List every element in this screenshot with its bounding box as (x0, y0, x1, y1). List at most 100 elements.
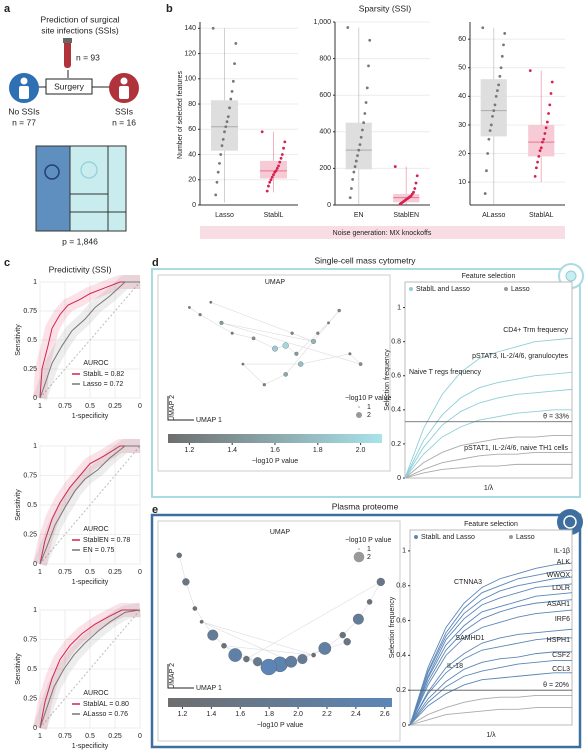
plot-area (409, 529, 573, 726)
point (352, 170, 356, 174)
panel-frame (151, 268, 581, 498)
point (544, 126, 548, 130)
curve (409, 609, 573, 726)
trajectory (221, 322, 361, 365)
x-tick-label: 0.25 (108, 569, 122, 576)
point (364, 101, 368, 104)
step: Surgery (54, 81, 85, 91)
trajectory (201, 621, 292, 662)
y-tick-label: 0.4 (391, 407, 401, 414)
trajectory (300, 353, 350, 365)
y-tick-label: 0.25 (23, 531, 37, 538)
title: Predictivity (SSI) (49, 264, 112, 274)
y-tick-label: 600 (319, 92, 331, 99)
trajectory (210, 302, 293, 334)
y-tick-label: 0.2 (396, 687, 406, 694)
point (367, 64, 370, 68)
point (398, 202, 402, 206)
y-tick-label: 0.2 (391, 441, 401, 448)
trajectory (246, 581, 381, 660)
point (267, 184, 270, 188)
protein-icon (44, 164, 60, 180)
point (547, 112, 550, 115)
legend-marker (504, 287, 508, 291)
y-tick-label: 100 (184, 76, 196, 83)
point (282, 146, 285, 150)
x-tick-label: 0.75 (58, 403, 72, 410)
point (282, 342, 289, 349)
x-tick-label: 0.5 (85, 733, 95, 740)
size-legend-label: 2 (367, 554, 371, 561)
omics-block (69, 145, 109, 195)
size-legend-title: −log10 P value (345, 537, 391, 544)
curve-label: CD4+ Trm frequency (503, 327, 568, 334)
banner-text: Noise generation: MX knockoffs (333, 230, 432, 237)
curve (409, 694, 572, 726)
point (368, 38, 372, 42)
legend-name: Lasso (83, 381, 102, 388)
x-tick-label: 0 (138, 403, 142, 410)
group-label: No SSIs (8, 106, 39, 116)
point (297, 654, 308, 665)
y-axis-label: Sensitivity (15, 489, 22, 521)
trajectory (221, 322, 314, 342)
point (220, 144, 224, 148)
curve (409, 562, 573, 726)
point (223, 130, 226, 134)
point (541, 140, 544, 144)
curve-label: pSTAT1, IL-2/4/6, naive TH1 cells (464, 445, 568, 452)
point (493, 103, 497, 107)
trajectory (317, 322, 329, 334)
point (357, 148, 361, 152)
point (283, 140, 287, 144)
point (351, 177, 355, 181)
point (415, 174, 419, 178)
point (221, 137, 225, 141)
trajectory (185, 581, 196, 609)
point (361, 128, 364, 132)
panel-label: b (166, 3, 173, 15)
y-tick-label: 800 (319, 55, 331, 62)
curve (409, 592, 573, 726)
curve-label: LDLR (552, 585, 570, 592)
y-axis-label: Sensitivity (15, 653, 22, 685)
legend-name: StablL (83, 371, 103, 378)
point (251, 336, 256, 341)
colorbar-tick-label: 2.0 (356, 447, 366, 454)
legend-label: StablAL = 0.80 (83, 701, 129, 708)
point (199, 619, 204, 624)
colorbar-tick-label: 1.2 (178, 711, 188, 718)
point (275, 167, 279, 170)
threshold-label: θ = 20% (543, 682, 569, 689)
point (536, 160, 539, 164)
curve-label: ALK (557, 559, 571, 566)
x-tick-label: 0.5 (85, 403, 95, 410)
y-tick-label: 0.8 (396, 583, 406, 590)
n-total: n = 93 (76, 52, 100, 62)
colorbar-tick-label: 2.0 (293, 711, 303, 718)
diagonal (39, 609, 141, 729)
point (226, 115, 230, 119)
point (348, 352, 352, 356)
legend-title: Feature selection (462, 273, 516, 280)
y-axis-label: Sensitivity (15, 324, 22, 356)
point (279, 156, 283, 160)
group-label: SSIs (115, 106, 133, 116)
point (188, 306, 191, 309)
legend-name: ALasso (83, 711, 106, 718)
subframe (157, 520, 401, 742)
legend-label: StablL and Lasso (421, 534, 475, 541)
point (358, 143, 362, 147)
point (348, 196, 352, 200)
icon-body (119, 86, 129, 99)
point (218, 161, 221, 165)
point (285, 655, 298, 668)
colorbar-tick-label: 2.4 (351, 711, 361, 718)
box (528, 124, 555, 157)
x-tick-label: 0.5 (85, 569, 95, 576)
roc-line (39, 281, 140, 399)
roc-line (39, 445, 140, 565)
curve-label: IL-18 (447, 663, 463, 670)
y-tick-label: 10 (458, 179, 466, 186)
y-tick-label: 0.4 (396, 652, 406, 659)
